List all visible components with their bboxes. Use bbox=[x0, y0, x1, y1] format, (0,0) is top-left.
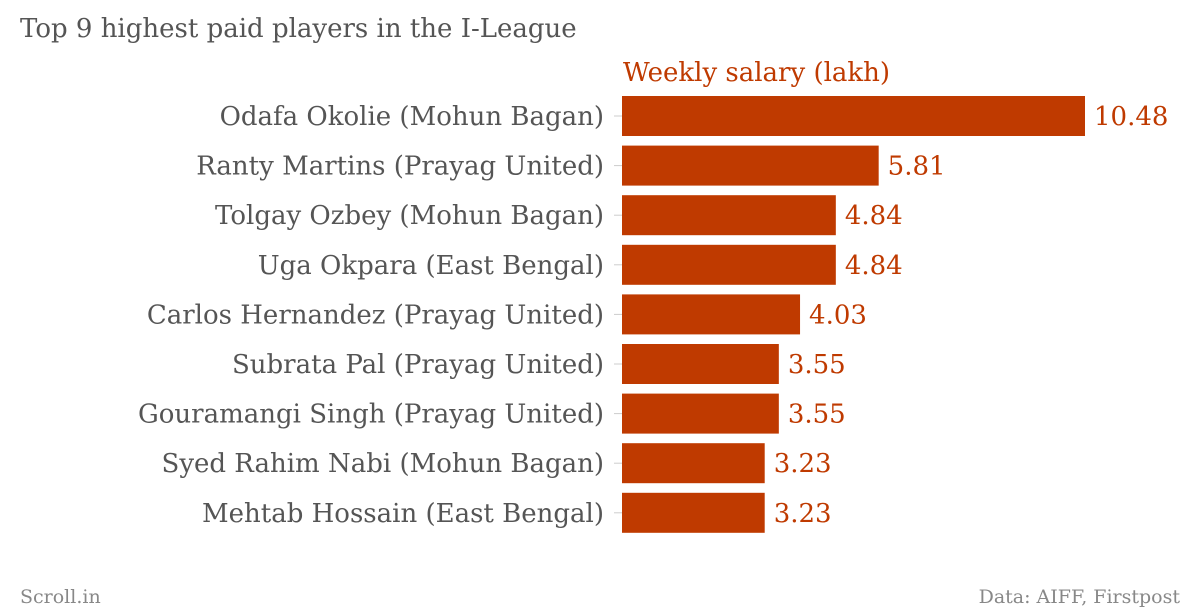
bar bbox=[622, 393, 779, 434]
value-label: 5.81 bbox=[888, 152, 946, 182]
category-label: Tolgay Ozbey (Mohun Bagan) bbox=[215, 201, 604, 231]
bar bbox=[622, 294, 801, 335]
value-label: 4.84 bbox=[845, 251, 903, 281]
series-label: Weekly salary (lakh) bbox=[623, 58, 891, 88]
category-label: Odafa Okolie (Mohun Bagan) bbox=[220, 102, 604, 132]
value-label: 10.48 bbox=[1094, 102, 1168, 132]
value-label: 3.23 bbox=[774, 499, 832, 529]
bar bbox=[622, 195, 836, 236]
value-label: 3.23 bbox=[774, 449, 832, 479]
bar bbox=[622, 344, 779, 384]
bar bbox=[622, 443, 765, 484]
bar bbox=[622, 145, 879, 186]
value-label: 3.55 bbox=[788, 400, 846, 430]
category-label: Syed Rahim Nabi (Mohun Bagan) bbox=[162, 449, 604, 479]
category-label: Gouramangi Singh (Prayag United) bbox=[138, 400, 604, 430]
bar bbox=[622, 96, 1085, 136]
category-label: Ranty Martins (Prayag United) bbox=[196, 152, 604, 182]
chart-title: Top 9 highest paid players in the I-Leag… bbox=[20, 14, 577, 44]
value-label: 3.55 bbox=[788, 350, 846, 380]
value-label: 4.84 bbox=[845, 201, 903, 231]
bar bbox=[622, 244, 836, 285]
category-label: Mehtab Hossain (East Bengal) bbox=[202, 499, 604, 529]
source-label: Data: AIFF, Firstpost bbox=[978, 586, 1180, 608]
bar bbox=[622, 492, 765, 533]
category-label: Uga Okpara (East Bengal) bbox=[258, 251, 604, 281]
category-label: Carlos Hernandez (Prayag United) bbox=[147, 300, 604, 330]
category-label: Subrata Pal (Prayag United) bbox=[232, 350, 604, 380]
brand-label: Scroll.in bbox=[20, 586, 101, 608]
value-label: 4.03 bbox=[809, 300, 867, 330]
